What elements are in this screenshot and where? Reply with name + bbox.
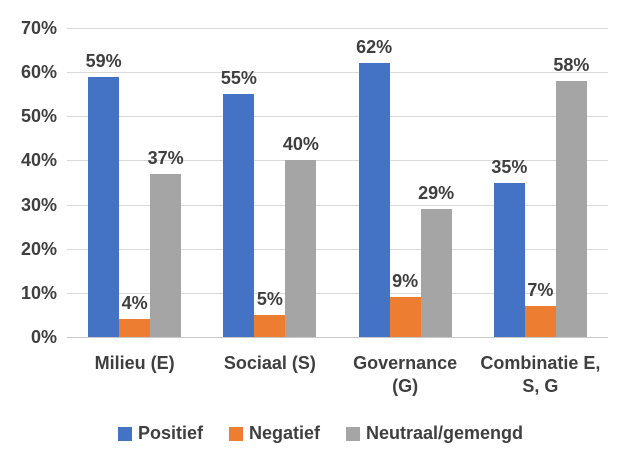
data-label-neutraal-gemengd-governance: 29%	[418, 182, 455, 203]
data-label-positief-sociaal-s: 55%	[220, 68, 257, 89]
bar-neutraal-gemengd-milieu-e	[150, 173, 182, 337]
bar-negatief-governance	[389, 297, 421, 337]
bar-negatief-milieu-e	[119, 319, 151, 337]
y-axis-tick-label: 70%	[20, 18, 57, 38]
y-gridline	[67, 72, 608, 73]
data-label-positief-combinatie-e: 35%	[491, 156, 528, 177]
bar-neutraal-gemengd-combinatie-e	[555, 80, 587, 337]
legend-swatch-neutraal-gemengd	[345, 426, 360, 441]
legend: Positief Negatief Neutraal/gemengd	[0, 423, 641, 444]
data-label-negatief-sociaal-s: 5%	[256, 288, 283, 309]
legend-label-negatief: Negatief	[248, 423, 320, 443]
y-gridline	[67, 28, 608, 29]
data-label-positief-milieu-e: 59%	[85, 50, 122, 71]
y-gridline	[67, 293, 608, 294]
x-axis-category-label: Milieu (E)	[94, 353, 175, 373]
legend-label-neutraal-gemengd: Neutraal/gemengd	[365, 423, 524, 443]
data-label-negatief-governance: 9%	[392, 271, 419, 292]
legend-item-positief: Positief	[117, 423, 203, 444]
y-axis-tick-label: 20%	[20, 239, 57, 259]
legend-swatch-positief	[117, 426, 132, 441]
y-gridline	[67, 205, 608, 206]
y-gridline	[67, 249, 608, 250]
data-label-neutraal-gemengd-sociaal-s: 40%	[282, 134, 319, 155]
bar-negatief-sociaal-s	[254, 314, 286, 337]
data-label-neutraal-gemengd-combinatie-e: 58%	[553, 54, 590, 75]
x-axis-category-label: Governance (G)	[353, 353, 458, 396]
x-axis-category-label: Sociaal (S)	[223, 353, 316, 373]
y-gridline	[67, 160, 608, 161]
y-axis-tick-label: 40%	[20, 150, 57, 170]
data-label-negatief-milieu-e: 4%	[121, 293, 148, 314]
y-axis-tick-label: 50%	[20, 106, 57, 126]
y-axis-tick-label: 60%	[20, 62, 57, 82]
legend-swatch-negatief	[228, 426, 243, 441]
bar-neutraal-gemengd-sociaal-s	[285, 160, 317, 337]
y-gridline	[67, 116, 608, 117]
data-label-positief-governance: 62%	[356, 37, 393, 58]
bar-positief-combinatie-e	[493, 182, 525, 337]
data-label-negatief-combinatie-e: 7%	[527, 280, 554, 301]
legend-item-neutraal-gemengd: Neutraal/gemengd	[345, 423, 524, 444]
x-axis-category-label: Combinatie E, S, G	[480, 353, 601, 396]
bar-positief-sociaal-s	[223, 94, 255, 337]
y-axis-tick-label: 10%	[20, 283, 57, 303]
bar-neutraal-gemengd-governance	[420, 208, 452, 337]
x-axis-line	[67, 337, 608, 338]
y-axis-tick-label: 0%	[30, 327, 57, 347]
legend-item-negatief: Negatief	[228, 423, 320, 444]
bar-positief-governance	[358, 63, 390, 337]
legend-label-positief: Positief	[137, 423, 203, 443]
y-axis-tick-label: 30%	[20, 195, 57, 215]
bar-positief-milieu-e	[88, 76, 120, 337]
data-label-neutraal-gemengd-milieu-e: 37%	[147, 147, 184, 168]
bar-negatief-combinatie-e	[524, 306, 556, 337]
